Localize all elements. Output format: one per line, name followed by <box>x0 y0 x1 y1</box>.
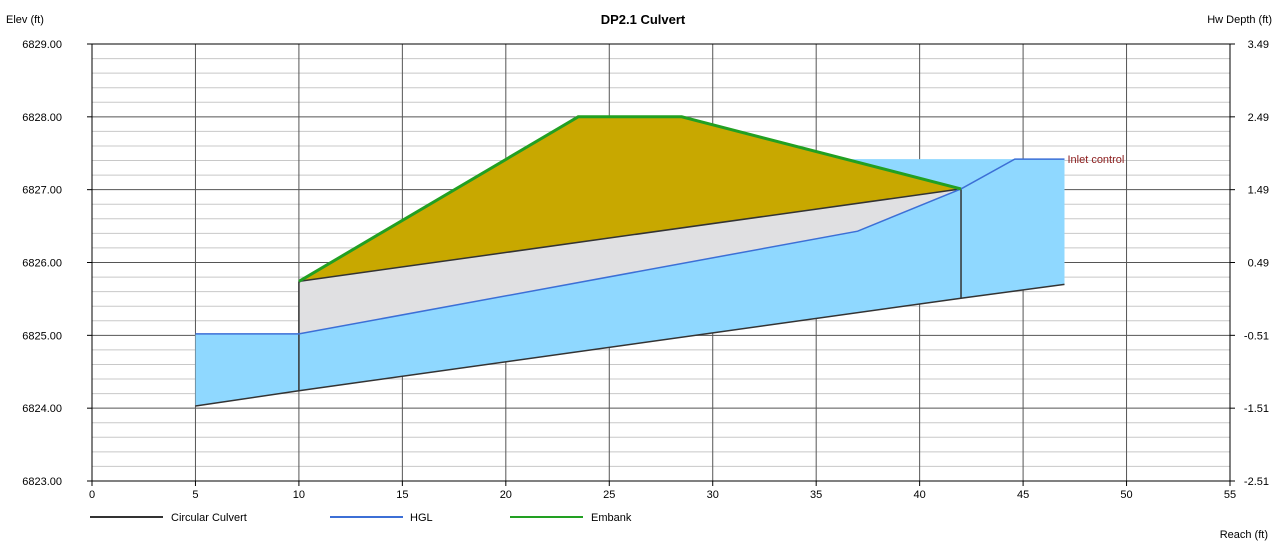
x-tick-label: 40 <box>914 489 926 501</box>
y-left-tick-label: 6827.00 <box>22 185 62 197</box>
x-tick-label: 25 <box>603 489 615 501</box>
chart-title: DP2.1 Culvert <box>601 12 686 27</box>
embankment-fill <box>298 116 961 282</box>
y-axis-right-label: Hw Depth (ft) <box>1207 14 1272 26</box>
y-right-tick-label: 1.49 <box>1248 185 1269 197</box>
y-left-tick-label: 6826.00 <box>22 258 62 270</box>
y-right-tick-label: -1.51 <box>1244 403 1269 415</box>
culvert-crown-line <box>298 188 962 283</box>
embankment-line <box>298 115 962 283</box>
y-left-tick-label: 6823.00 <box>22 476 62 488</box>
x-tick-label: 5 <box>192 489 198 501</box>
y-axis-left-label: Elev (ft) <box>6 14 44 26</box>
legend: Circular Culvert HGL Embank <box>90 512 632 524</box>
x-tick-label: 10 <box>293 489 305 501</box>
x-tick-label: 55 <box>1224 489 1236 501</box>
y-right-tick-label: -2.51 <box>1244 476 1269 488</box>
profile-fills <box>195 116 1065 406</box>
y-right-tick-label: 3.49 <box>1248 39 1269 51</box>
y-right-tick-label: 0.49 <box>1248 258 1269 270</box>
legend-label-circular-culvert: Circular Culvert <box>171 512 247 524</box>
axis-ticks: 0 5 10 15 20 25 30 35 40 45 50 55 6823.00 -2.51 6824.0… <box>22 39 1269 501</box>
legend-label-embank: Embank <box>591 512 632 524</box>
x-tick-label: 0 <box>89 489 95 501</box>
x-tick-label: 30 <box>707 489 719 501</box>
culvert-invert-line <box>195 283 1065 407</box>
culvert-air-fill <box>298 188 961 334</box>
y-left-tick-label: 6828.00 <box>22 112 62 124</box>
x-axis-label: Reach (ft) <box>1220 529 1268 541</box>
x-tick-label: 20 <box>500 489 512 501</box>
legend-label-hgl: HGL <box>410 512 433 524</box>
hgl-line <box>195 158 1065 335</box>
headwater-pool-fill <box>843 159 1065 227</box>
x-tick-label: 15 <box>396 489 408 501</box>
x-tick-label: 50 <box>1120 489 1132 501</box>
y-right-tick-label: -0.51 <box>1244 330 1269 342</box>
profile-lines <box>195 115 1065 407</box>
x-tick-label: 35 <box>810 489 822 501</box>
y-right-tick-label: 2.49 <box>1248 112 1269 124</box>
y-left-tick-label: 6825.00 <box>22 330 62 342</box>
x-tick-label: 45 <box>1017 489 1029 501</box>
y-left-tick-label: 6824.00 <box>22 403 62 415</box>
y-left-tick-label: 6829.00 <box>22 39 62 51</box>
inlet-control-annotation: Inlet control <box>1067 154 1124 166</box>
water-fill <box>195 159 1065 406</box>
